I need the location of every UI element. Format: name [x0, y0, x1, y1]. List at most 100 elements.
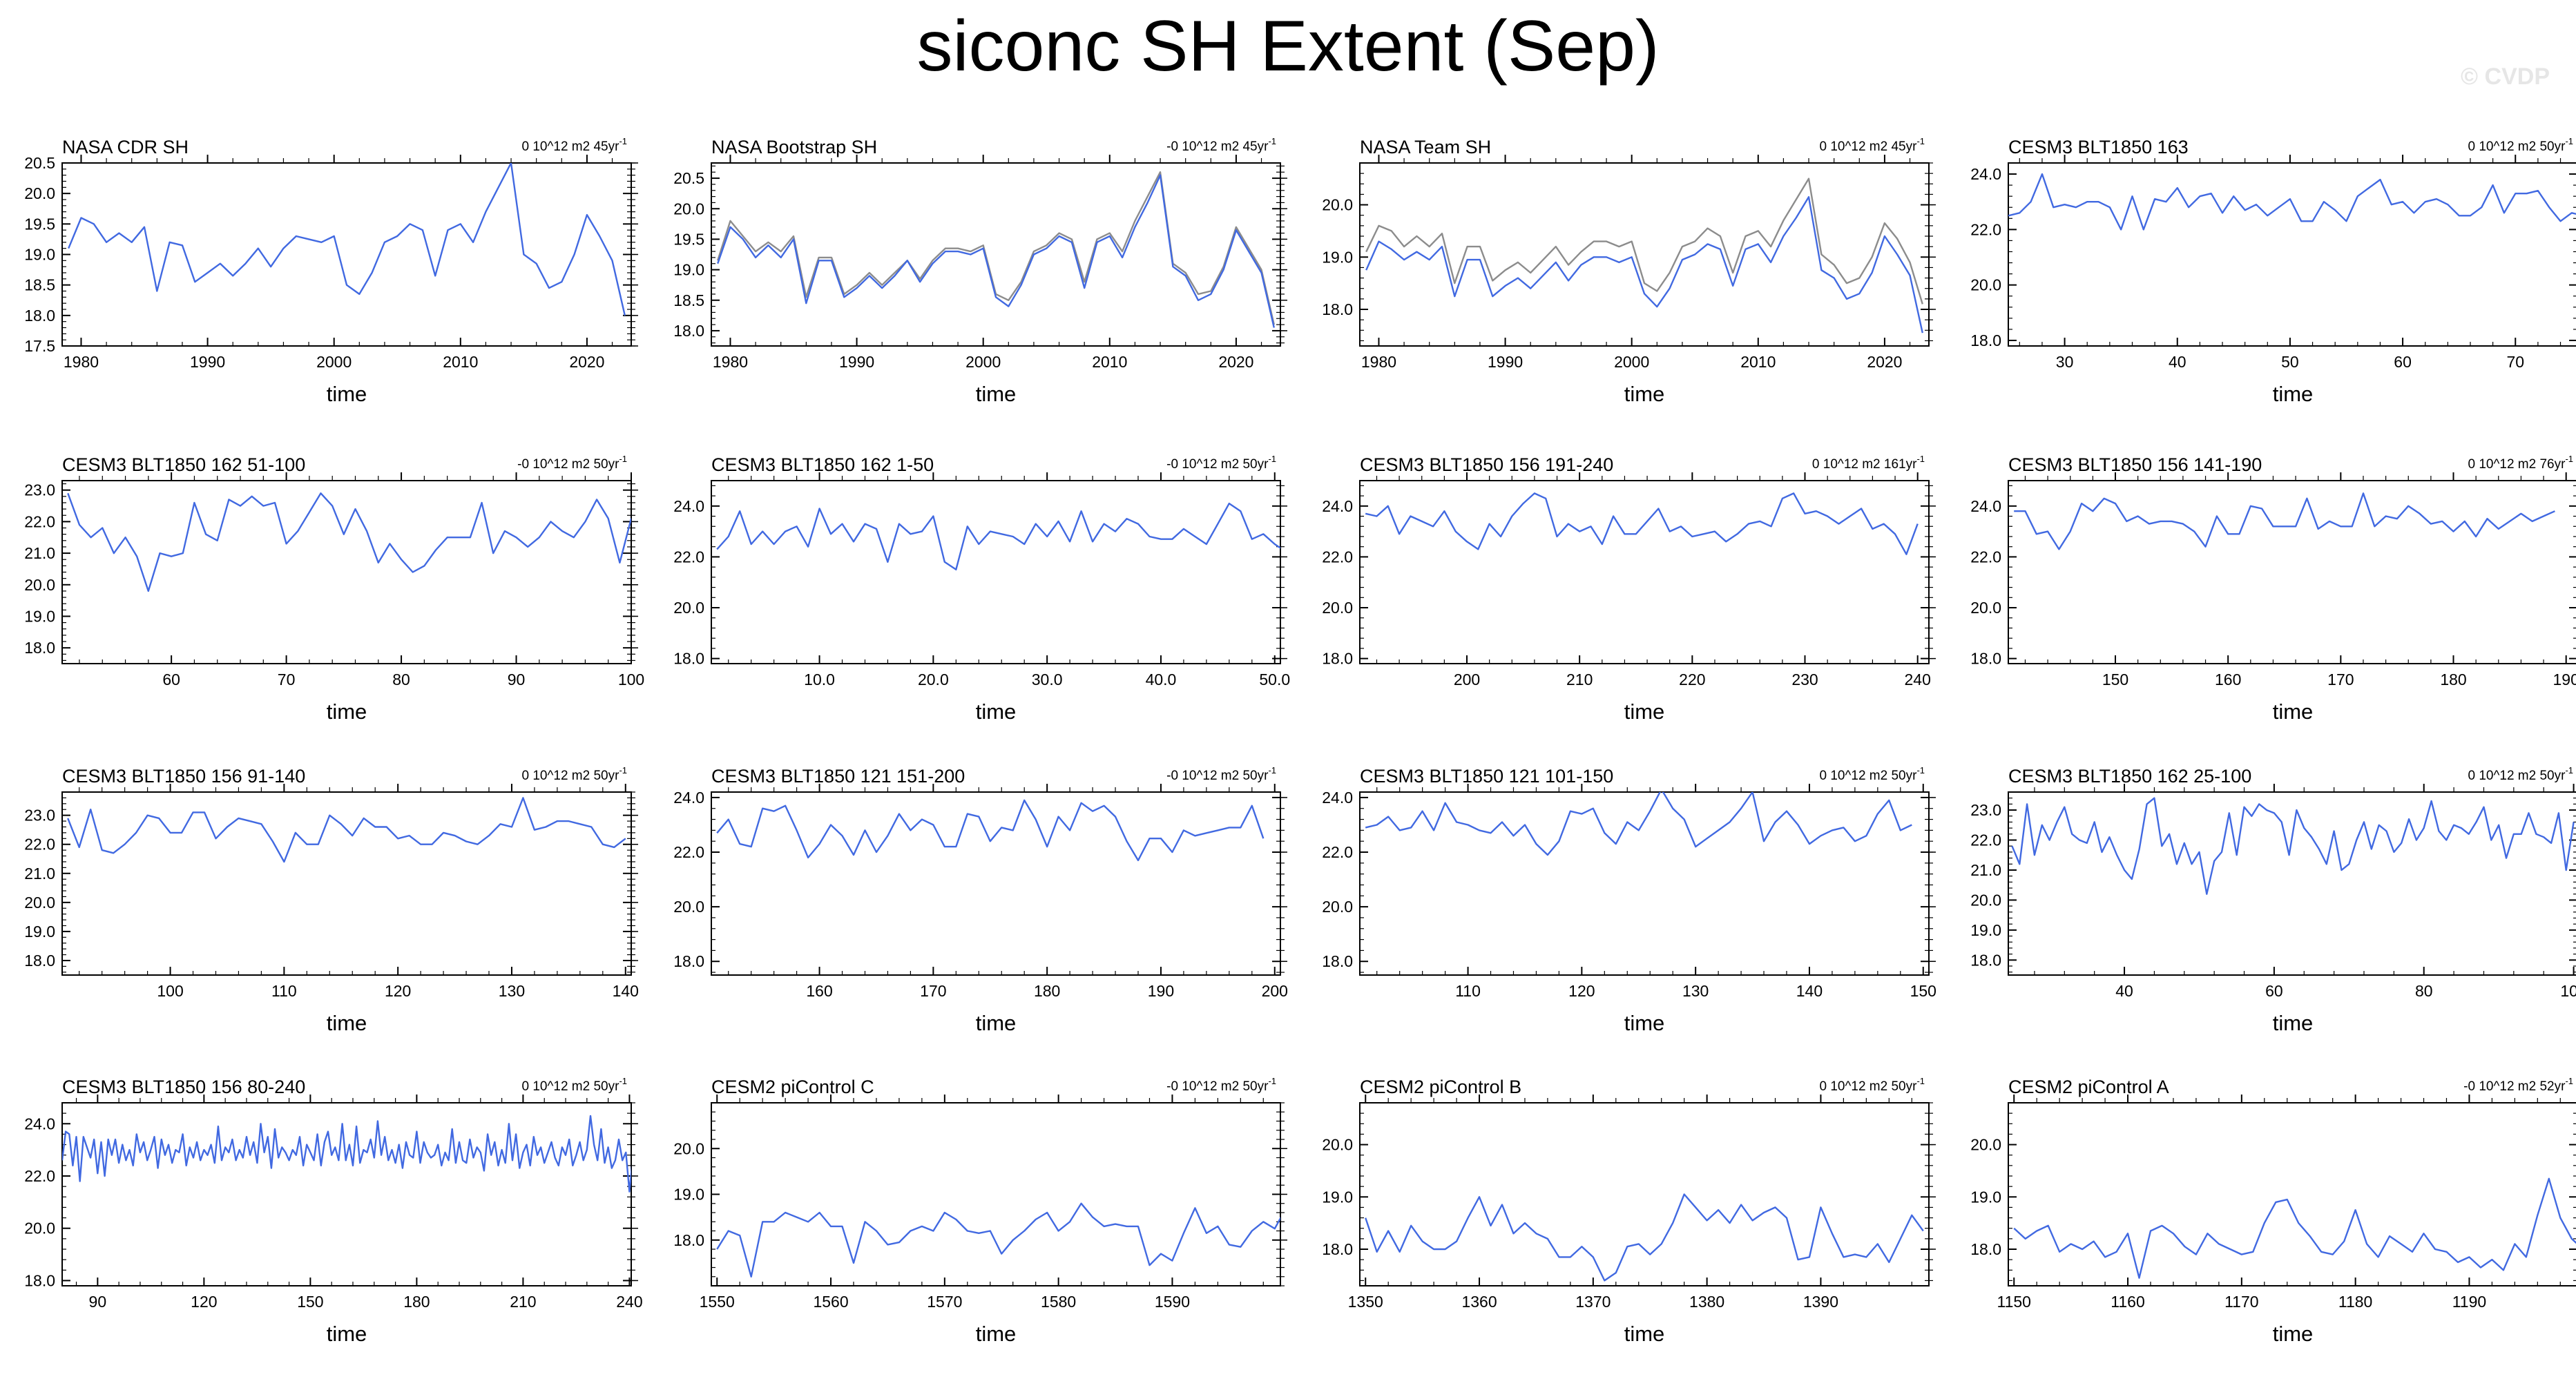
y-tick-label: 22.0 [24, 1167, 55, 1185]
x-axis-label: time [976, 700, 1017, 724]
panel-3: NASA Team SH 0 10^12 m2 45yr-1 18.0 19.0 20.… [1322, 136, 1936, 406]
plot-frame [1359, 791, 1930, 976]
x-tick-label: 1980 [713, 353, 748, 371]
y-tick-label: 20.0 [1322, 599, 1353, 617]
plot-frame [2008, 1102, 2576, 1286]
panel-11: CESM3 BLT1850 121 101-150 0 10^12 m2 50yr… [1322, 765, 1936, 1035]
x-tick-label: 210 [1566, 671, 1593, 688]
x-tick-label: 140 [1796, 982, 1823, 1000]
x-tick-label: 2000 [1614, 353, 1649, 371]
x-axis-label: time [327, 1011, 367, 1035]
y-tick-label: 20.0 [673, 200, 704, 218]
x-tick-label: 200 [1262, 982, 1288, 1000]
y-tick-label: 19.0 [673, 261, 704, 279]
panel-stat: 0 10^12 m2 45yr-1 [521, 136, 627, 154]
y-tick-label: 18.0 [673, 322, 704, 340]
x-tick-label: 1390 [1803, 1293, 1838, 1311]
series-line-1 [717, 174, 1275, 328]
panel-2: NASA Bootstrap SH -0 10^12 m2 45yr-1 18.0 1… [673, 136, 1287, 406]
series-line-1 [2008, 173, 2576, 231]
x-tick-label: 1990 [1488, 353, 1523, 371]
panel-stat: -0 10^12 m2 50yr-1 [1166, 454, 1276, 472]
panel-stat-exponent: -1 [1916, 765, 1925, 775]
y-tick-label: 24.0 [1322, 789, 1353, 807]
x-tick-label: 2010 [1740, 353, 1776, 371]
x-tick-label: 1370 [1575, 1293, 1611, 1311]
panel-title: CESM3 BLT1850 156 80-240 [62, 1077, 305, 1097]
x-axis-label: time [1624, 382, 1665, 406]
x-tick-label: 1160 [2111, 1293, 2144, 1311]
y-tick-label: 22.0 [1970, 220, 2001, 238]
x-axis-label: time [327, 1322, 367, 1346]
y-tick-label: 19.0 [1970, 921, 2001, 939]
x-tick-label: 1990 [190, 353, 225, 371]
x-tick-label: 110 [1455, 982, 1481, 1000]
y-tick-label: 18.0 [673, 650, 704, 668]
panel-9: CESM3 BLT1850 156 91-140 0 10^12 m2 50yr-… [24, 765, 639, 1035]
panel-stat: 0 10^12 m2 50yr-1 [1819, 765, 1925, 783]
y-tick-label: 19.0 [1322, 248, 1353, 266]
panel-stat-value: 0 10^12 m2 161yr [1812, 457, 1917, 472]
copyright-watermark: © CVDP [2461, 64, 2550, 90]
y-tick-label: 24.0 [1322, 497, 1353, 515]
x-tick-label: 2020 [1218, 353, 1253, 371]
x-tick-label: 40 [2169, 353, 2186, 371]
x-tick-label: 60 [162, 671, 180, 688]
panel-title: CESM3 BLT1850 156 141-190 [2008, 454, 2262, 475]
panel-title: CESM3 BLT1850 162 51-100 [62, 454, 305, 475]
panel-title: CESM3 BLT1850 162 25-100 [2008, 766, 2251, 787]
panel-stat-value: 0 10^12 m2 50yr [1819, 1079, 1917, 1094]
x-tick-label: 170 [920, 982, 946, 1000]
y-tick-label: 18.0 [1970, 331, 2001, 349]
x-tick-label: 130 [499, 982, 525, 1000]
y-tick-label: 18.0 [1970, 650, 2001, 668]
panel-title: CESM3 BLT1850 156 191-240 [1360, 454, 1613, 475]
panel-title: NASA Bootstrap SH [711, 137, 877, 157]
panel-6: CESM3 BLT1850 162 1-50 -0 10^12 m2 50yr-1… [673, 454, 1290, 724]
x-axis-label: time [2273, 1011, 2314, 1035]
x-axis-label: time [976, 1322, 1017, 1346]
x-tick-label: 130 [1682, 982, 1709, 1000]
y-tick-label: 20.0 [1322, 196, 1353, 214]
y-tick-label: 18.0 [1322, 1240, 1353, 1258]
panel-stat-exponent: -1 [1268, 454, 1276, 464]
y-tick-label: 20.5 [24, 154, 55, 172]
x-tick-label: 160 [2215, 671, 2241, 688]
x-tick-label: 40.0 [1146, 671, 1177, 688]
panel-title: CESM3 BLT1850 163 [2008, 137, 2189, 157]
panel-title: CESM3 BLT1850 121 151-200 [711, 766, 965, 787]
panel-5: CESM3 BLT1850 162 51-100 -0 10^12 m2 50yr… [24, 454, 644, 724]
x-axis-label: time [2273, 382, 2314, 406]
x-axis-label: time [327, 382, 367, 406]
panel-4: CESM3 BLT1850 163 0 10^12 m2 50yr-1 18.0 20… [1970, 136, 2576, 406]
x-tick-label: 1580 [1041, 1293, 1076, 1311]
x-tick-label: 1170 [2224, 1293, 2258, 1311]
panel-stat-value: 0 10^12 m2 50yr [2468, 769, 2566, 783]
y-tick-label: 20.0 [673, 898, 704, 916]
x-tick-label: 2010 [443, 353, 478, 371]
panel-1: NASA CDR SH 0 10^12 m2 45yr-1 17.5 18.0 18.5… [24, 136, 638, 406]
x-tick-label: 1980 [1361, 353, 1396, 371]
panel-stat: -0 10^12 m2 50yr-1 [1166, 765, 1276, 783]
y-tick-label: 22.0 [673, 548, 704, 566]
plot-frame [711, 791, 1281, 976]
x-axis-label: time [1624, 700, 1665, 724]
series-line-1 [1365, 196, 1923, 334]
panel-stat: 0 10^12 m2 161yr-1 [1812, 454, 1925, 472]
plot-frame [61, 791, 632, 976]
panel-stat: -0 10^12 m2 50yr-1 [1166, 1076, 1276, 1094]
panel-stat: -0 10^12 m2 45yr-1 [1166, 136, 1276, 154]
panel-stat-exponent: -1 [619, 136, 627, 146]
y-tick-label: 24.0 [24, 1115, 55, 1132]
y-tick-label: 18.0 [24, 1271, 55, 1289]
panel-stat-exponent: -1 [1268, 136, 1276, 146]
x-tick-label: 190 [2553, 671, 2576, 688]
y-tick-label: 18.0 [24, 952, 55, 970]
x-tick-label: 220 [1679, 671, 1705, 688]
x-tick-label: 90 [508, 671, 526, 688]
x-tick-label: 1570 [927, 1293, 962, 1311]
panel-7: CESM3 BLT1850 156 191-240 0 10^12 m2 161y… [1322, 454, 1936, 724]
y-tick-label: 23.0 [24, 481, 55, 499]
panel-stat: 0 10^12 m2 50yr-1 [1819, 1076, 1925, 1094]
panel-10: CESM3 BLT1850 121 151-200 -0 10^12 m2 50y… [673, 765, 1288, 1035]
